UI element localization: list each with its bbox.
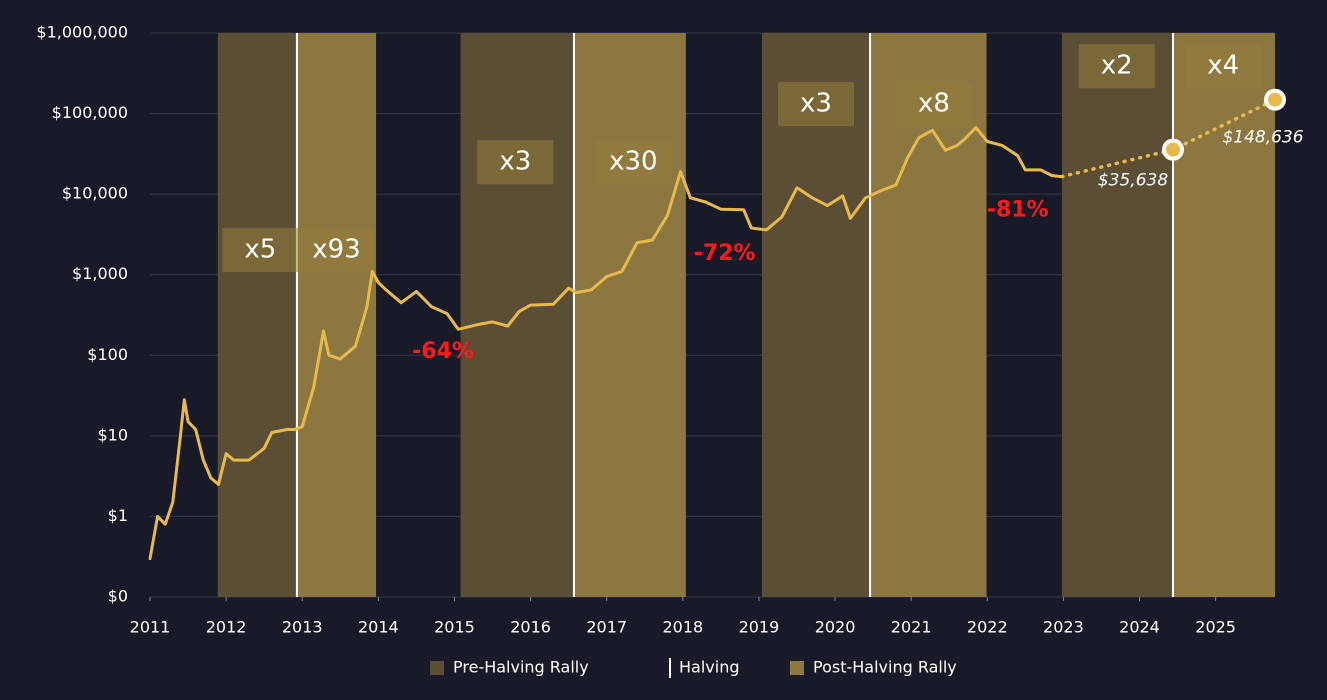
y-tick-label: $0 [108,587,128,606]
drawdown-label: -81% [987,197,1049,222]
legend-label: Halving [679,658,740,677]
x-tick-label: 2018 [662,618,703,637]
x-tick-label: 2017 [586,618,627,637]
multiplier-label: x2 [1101,51,1133,81]
multiplier-label: x93 [312,235,360,265]
projection-label: $35,638 [1098,171,1168,191]
multiplier-label: x3 [499,147,531,177]
legend-label: Post-Halving Rally [813,658,957,677]
multiplier-box [1078,44,1155,89]
x-tick-label: 2020 [815,618,856,637]
y-tick-label: $1,000 [72,264,128,283]
y-tick-label: $10,000 [62,184,128,203]
x-tick-label: 2015 [434,618,475,637]
multiplier-label: x30 [609,147,657,177]
multiplier-label: x4 [1207,51,1239,81]
price-line [148,126,1064,561]
legend-swatch [790,661,804,675]
projection-marker [1162,138,1185,161]
multiplier-box [595,140,672,185]
rally-band [573,33,686,597]
rally-band [761,33,871,597]
multiplier-box [895,82,972,127]
y-tick-label: $10 [97,425,128,444]
projection-label: $148,636 [1222,128,1303,148]
rally-band [217,33,297,597]
x-tick-label: 2023 [1043,618,1084,637]
multiplier-box [477,140,554,185]
multiplier-box [1185,44,1262,89]
x-tick-label: 2014 [358,618,399,637]
x-tick-label: 2011 [130,618,171,637]
rally-band [870,33,987,597]
legend-label: Pre-Halving Rally [453,658,589,677]
rally-band [1061,33,1174,597]
rally-band [296,33,377,597]
y-tick-label: $1,000,000 [36,23,128,42]
projection-marker [1264,88,1286,111]
drawdown-label: -64% [412,339,474,364]
x-tick-label: 2025 [1195,618,1236,637]
legend-swatch [430,661,444,675]
drawdown-label: -72% [694,241,756,266]
x-tick-label: 2019 [739,618,780,637]
y-tick-label: $100 [87,345,128,364]
x-tick-label: 2021 [891,618,932,637]
multiplier-label: x3 [800,89,832,119]
x-tick-label: 2012 [206,618,247,637]
x-tick-label: 2022 [967,618,1008,637]
multiplier-label: x5 [244,235,276,265]
x-tick-label: 2024 [1119,618,1160,637]
y-tick-label: $1 [108,506,128,525]
y-tick-label: $100,000 [52,103,128,122]
rally-band [1173,33,1275,597]
multiplier-box [298,228,375,273]
multiplier-box [222,228,299,273]
multiplier-box [778,82,855,127]
multiplier-label: x8 [918,89,950,119]
x-tick-label: 2016 [510,618,551,637]
x-tick-label: 2013 [282,618,323,637]
